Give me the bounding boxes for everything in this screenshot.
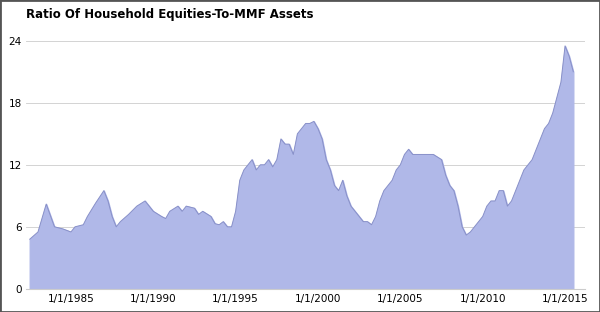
Text: Ratio Of Household Equities-To-MMF Assets: Ratio Of Household Equities-To-MMF Asset…	[26, 8, 314, 21]
